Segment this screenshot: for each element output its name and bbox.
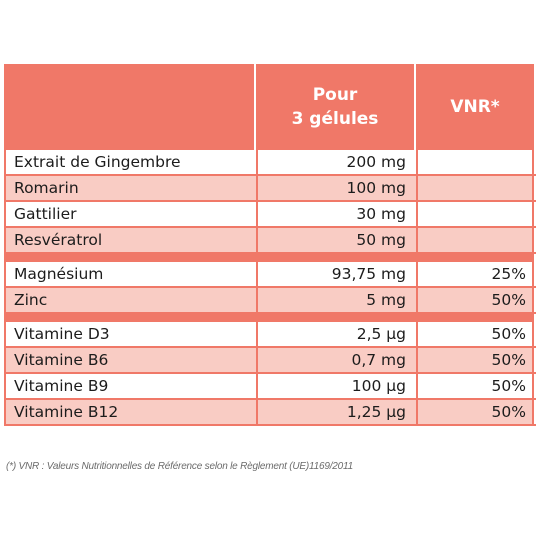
ingredient-amount: 200 mg — [258, 150, 418, 176]
vitamin-name: Vitamine B6 — [6, 348, 258, 374]
vitamin-amount: 100 µg — [258, 374, 418, 400]
footnote: (*) VNR : Valeurs Nutritionnelles de Réf… — [6, 461, 353, 472]
header-vnr-cell: VNR* — [416, 64, 534, 150]
table-header: Pour 3 gélules VNR* — [4, 64, 534, 150]
table-row: Extrait de Gingembre 200 mg — [4, 150, 536, 176]
vitamin-amount: 2,5 µg — [258, 322, 418, 348]
ingredient-amount: 50 mg — [258, 228, 418, 254]
mineral-name: Magnésium — [6, 262, 258, 288]
group-separator — [4, 254, 534, 262]
mineral-vnr: 50% — [418, 288, 536, 314]
mineral-vnr: 25% — [418, 262, 536, 288]
table-row: Gattilier 30 mg — [4, 202, 536, 228]
ingredient-name: Gattilier — [6, 202, 258, 228]
group-separator — [4, 314, 534, 322]
table-row: Romarin 100 mg — [4, 176, 536, 202]
table-row: Vitamine B9 100 µg 50% — [4, 374, 536, 400]
ingredient-name: Extrait de Gingembre — [6, 150, 258, 176]
table-row: Magnésium 93,75 mg 25% — [4, 262, 536, 288]
vitamin-name: Vitamine B9 — [6, 374, 258, 400]
header-pour-line2: 3 gélules — [291, 109, 379, 129]
vitamin-name: Vitamine B12 — [6, 400, 258, 426]
vitamin-amount: 1,25 µg — [258, 400, 418, 426]
table-row: Zinc 5 mg 50% — [4, 288, 536, 314]
vitamin-vnr: 50% — [418, 374, 536, 400]
ingredient-vnr — [418, 202, 536, 228]
ingredient-name: Romarin — [6, 176, 258, 202]
table-row: Vitamine B6 0,7 mg 50% — [4, 348, 536, 374]
vitamin-name: Vitamine D3 — [6, 322, 258, 348]
header-amount-cell: Pour 3 gélules — [256, 64, 416, 150]
ingredient-vnr — [418, 176, 536, 202]
vitamin-vnr: 50% — [418, 322, 536, 348]
vitamin-amount: 0,7 mg — [258, 348, 418, 374]
vitamin-vnr: 50% — [418, 400, 536, 426]
header-name-cell — [4, 64, 256, 150]
ingredient-amount: 100 mg — [258, 176, 418, 202]
mineral-name: Zinc — [6, 288, 258, 314]
vitamin-vnr: 50% — [418, 348, 536, 374]
table-row: Vitamine D3 2,5 µg 50% — [4, 322, 536, 348]
mineral-amount: 5 mg — [258, 288, 418, 314]
ingredient-vnr — [418, 228, 536, 254]
ingredient-name: Resvératrol — [6, 228, 258, 254]
header-vnr: VNR* — [450, 97, 500, 117]
mineral-amount: 93,75 mg — [258, 262, 418, 288]
ingredient-vnr — [418, 150, 536, 176]
table-row: Vitamine B12 1,25 µg 50% — [4, 400, 536, 426]
table-row: Resvératrol 50 mg — [4, 228, 536, 254]
header-pour-line1: Pour — [312, 85, 358, 105]
ingredient-amount: 30 mg — [258, 202, 418, 228]
nutrition-table: Pour 3 gélules VNR* Extrait de Gingembre… — [4, 64, 536, 426]
